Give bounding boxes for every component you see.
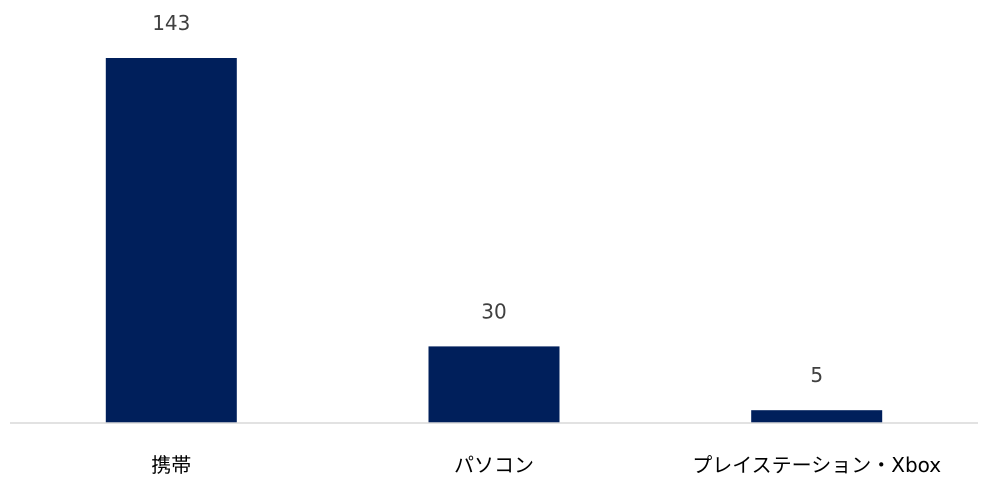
data-label-1: 143 — [152, 11, 190, 35]
category-label-1: 携帯 — [151, 453, 191, 477]
category-label-2: パソコン — [454, 453, 534, 477]
data-labels-group: 143 30 5 — [152, 11, 823, 387]
bar-2 — [428, 346, 560, 423]
category-label-3: プレイステーション・Xbox — [692, 453, 941, 477]
bar-3 — [751, 410, 883, 423]
data-label-2: 30 — [481, 299, 506, 323]
bar-1 — [105, 58, 237, 423]
data-label-3: 5 — [810, 363, 823, 387]
category-labels-group: 携帯 パソコン プレイステーション・Xbox — [151, 453, 941, 477]
bars-group — [105, 58, 883, 423]
